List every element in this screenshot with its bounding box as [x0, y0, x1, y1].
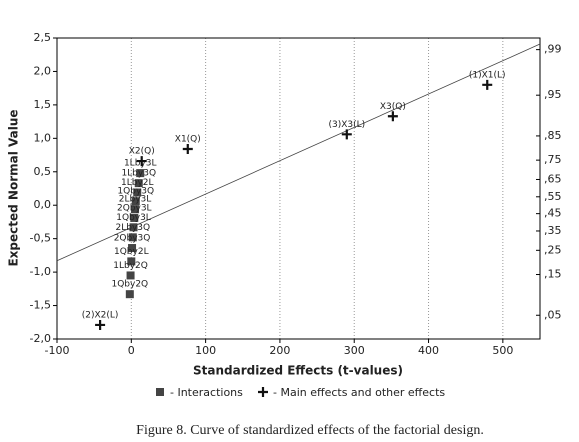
plot-frame — [56, 37, 541, 340]
point — [125, 290, 134, 299]
point — [126, 271, 135, 280]
x-tick-label: 100 — [195, 344, 216, 357]
point-label: 1Qby3L — [116, 213, 151, 223]
legend-label: - Main effects and other effects — [273, 386, 445, 399]
point — [387, 111, 398, 122]
y2-tick-label: ,25 — [544, 243, 562, 256]
point-label: 1Lby2L — [121, 178, 154, 188]
point — [128, 244, 137, 253]
point-label: 2Qby3Q — [114, 234, 151, 244]
y2-tick-label: ,45 — [544, 207, 562, 220]
x-tick-label: 200 — [269, 344, 290, 357]
y-axis-label: Expected Normal Value — [7, 109, 21, 266]
point — [130, 213, 139, 222]
legend-marker — [156, 388, 164, 396]
y2-tick-label: ,55 — [544, 190, 562, 203]
y-tick-label: -1,5 — [30, 299, 51, 312]
x-tick-label: 300 — [344, 344, 365, 357]
point-label: (1)X1(L) — [469, 70, 506, 80]
point-label: 1Lby2Q — [113, 261, 148, 271]
y2-tick-label: ,85 — [544, 129, 562, 142]
y-tick-label: -0,5 — [30, 232, 51, 245]
y-tick-label: -1,0 — [30, 265, 51, 278]
point-label: (2)X2(L) — [82, 310, 119, 320]
point-label: (3)X3(L) — [328, 120, 365, 130]
point — [131, 205, 140, 214]
point — [128, 233, 137, 242]
point-label: 2Qby3L — [117, 203, 152, 213]
point — [136, 169, 145, 178]
x-axis-label: Standardized Effects (t-values) — [193, 364, 403, 378]
x-tick-label: 400 — [418, 344, 439, 357]
legend-marker — [258, 387, 268, 397]
point-label: X1(Q) — [175, 135, 201, 145]
point — [134, 179, 143, 188]
caption: Figure 8. Curve of standardized effects … — [136, 423, 484, 438]
x-tick-label: -100 — [45, 344, 70, 357]
point-label: 1Lby3Q — [121, 169, 156, 179]
point — [127, 257, 136, 266]
point-label: X3(Q) — [380, 102, 406, 112]
point — [182, 144, 193, 155]
point-label: 1Lby3L — [124, 159, 157, 169]
y2-tick-label: ,65 — [544, 172, 562, 185]
y-tick-label: 1,0 — [34, 131, 52, 144]
x-tick-label: 500 — [492, 344, 513, 357]
point — [136, 156, 147, 167]
x-tick-label: 0 — [128, 344, 135, 357]
point — [133, 188, 142, 197]
y-tick-label: -2,0 — [30, 332, 51, 345]
y2-tick-label: ,95 — [544, 88, 562, 101]
y-tick-label: 0,5 — [34, 165, 52, 178]
y2-tick-label: ,15 — [544, 268, 562, 281]
point — [131, 197, 140, 206]
point — [95, 319, 106, 330]
y-tick-label: 2,0 — [34, 64, 52, 77]
point-label: 1Qby3Q — [117, 187, 154, 197]
point-label: 2Lby3L — [119, 195, 152, 205]
y-tick-label: 2,5 — [34, 31, 52, 44]
point-label: 1Qby2L — [114, 247, 149, 257]
point — [129, 223, 138, 232]
y2-tick-label: ,35 — [544, 224, 562, 237]
y-tick-label: 0,0 — [34, 198, 52, 211]
point — [341, 129, 352, 140]
point-label: X2(Q) — [129, 147, 155, 157]
y2-tick-label: ,99 — [544, 43, 562, 56]
y-tick-label: 1,5 — [34, 98, 52, 111]
point-label: 1Qby2Q — [111, 280, 148, 290]
y2-tick-label: ,05 — [544, 308, 562, 321]
point-label: 2Lby3Q — [115, 223, 150, 233]
y2-tick-label: ,75 — [544, 153, 562, 166]
point — [482, 79, 493, 90]
legend-label: - Interactions — [170, 386, 243, 399]
